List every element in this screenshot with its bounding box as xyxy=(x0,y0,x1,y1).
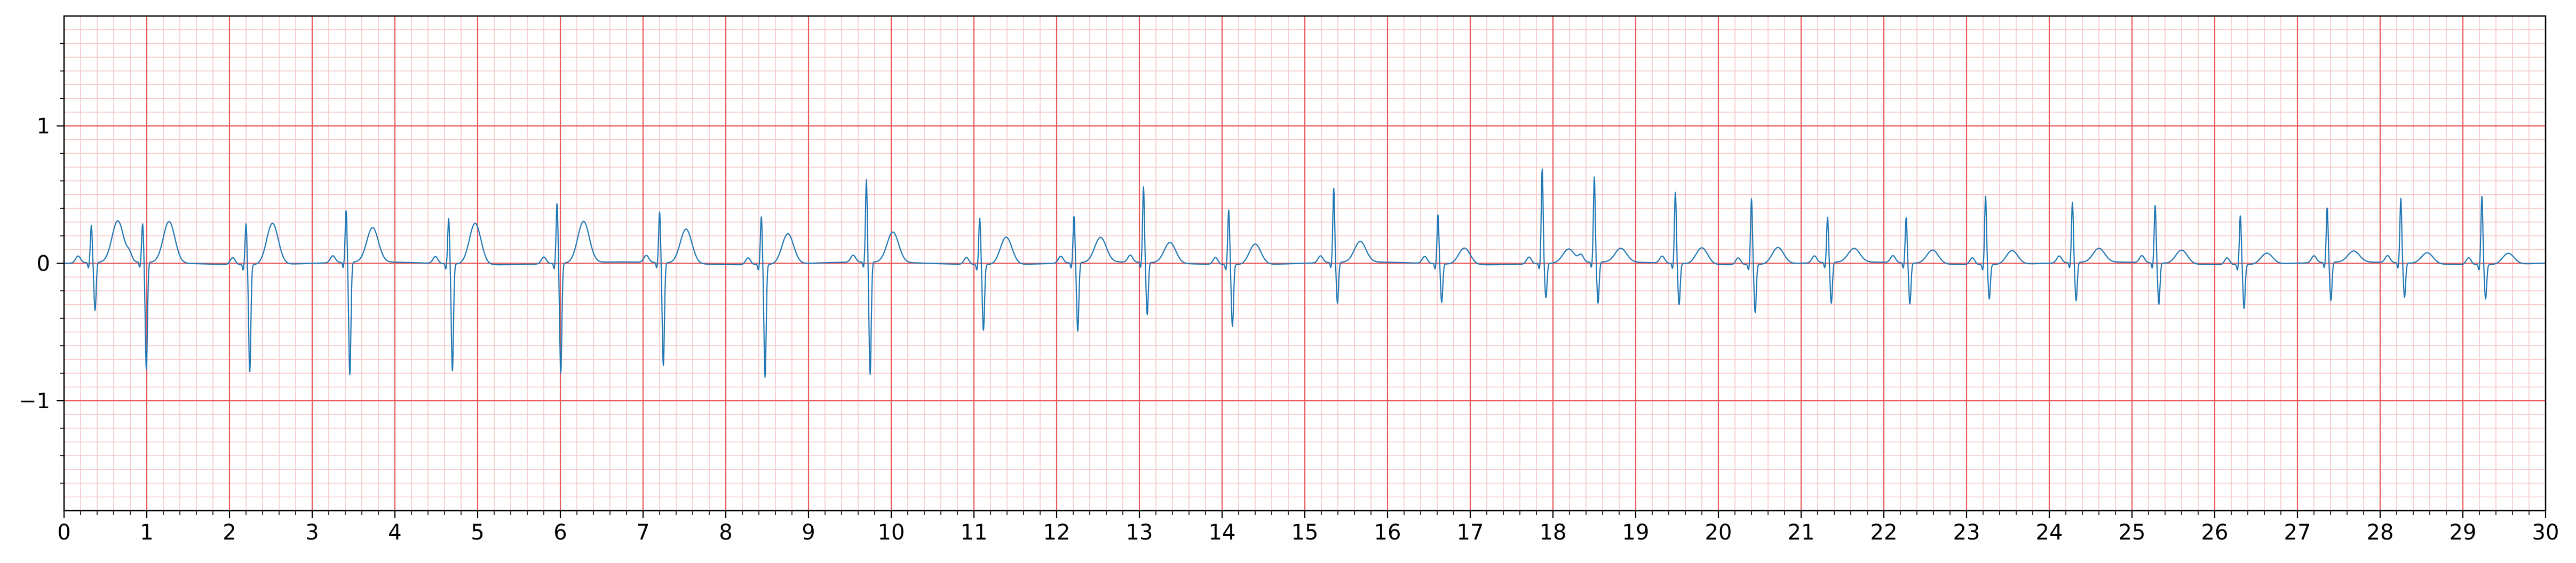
x-tick-label: 19 xyxy=(1622,520,1650,545)
x-tick-label: 23 xyxy=(1953,520,1980,545)
x-tick-label: 27 xyxy=(2284,520,2311,545)
x-tick-label: 21 xyxy=(1788,520,1815,545)
y-tick-label: 0 xyxy=(37,252,50,276)
x-tick-label: 22 xyxy=(1870,520,1898,545)
x-tick-label: 9 xyxy=(802,520,815,545)
x-tick-label: 0 xyxy=(57,520,70,545)
x-tick-label: 28 xyxy=(2367,520,2394,545)
x-tick-label: 15 xyxy=(1291,520,1319,545)
x-tick-label: 18 xyxy=(1540,520,1567,545)
x-tick-label: 12 xyxy=(1043,520,1071,545)
x-tick-label: 7 xyxy=(636,520,649,545)
x-tick-label: 25 xyxy=(2119,520,2146,545)
x-tick-label: 3 xyxy=(305,520,319,545)
x-axis: 0 1 2 3 4 5 6 7 8 9 10 11 12 13 14 15 16 17 18 19 20 21 22 23 24… xyxy=(57,511,2559,545)
y-axis: −1 0 1 xyxy=(19,43,64,484)
x-tick-label: 5 xyxy=(471,520,484,545)
x-tick-label: 2 xyxy=(223,520,236,545)
x-tick-label: 4 xyxy=(388,520,401,545)
x-tick-label: 24 xyxy=(2036,520,2063,545)
x-tick-label: 30 xyxy=(2532,520,2559,545)
x-tick-label: 26 xyxy=(2201,520,2229,545)
y-tick-label: 1 xyxy=(37,114,50,139)
x-tick-label: 6 xyxy=(553,520,567,545)
ecg-trace xyxy=(64,168,2546,378)
x-tick-label: 29 xyxy=(2450,520,2477,545)
x-tick-label: 11 xyxy=(961,520,988,545)
x-tick-label: 13 xyxy=(1126,520,1153,545)
x-tick-label: 1 xyxy=(140,520,153,545)
x-tick-label: 20 xyxy=(1705,520,1732,545)
x-tick-label: 8 xyxy=(719,520,732,545)
x-tick-label: 16 xyxy=(1374,520,1401,545)
x-tick-label: 14 xyxy=(1209,520,1236,545)
y-tick-label: −1 xyxy=(19,389,50,414)
x-tick-label: 10 xyxy=(878,520,905,545)
x-tick-label: 17 xyxy=(1457,520,1484,545)
